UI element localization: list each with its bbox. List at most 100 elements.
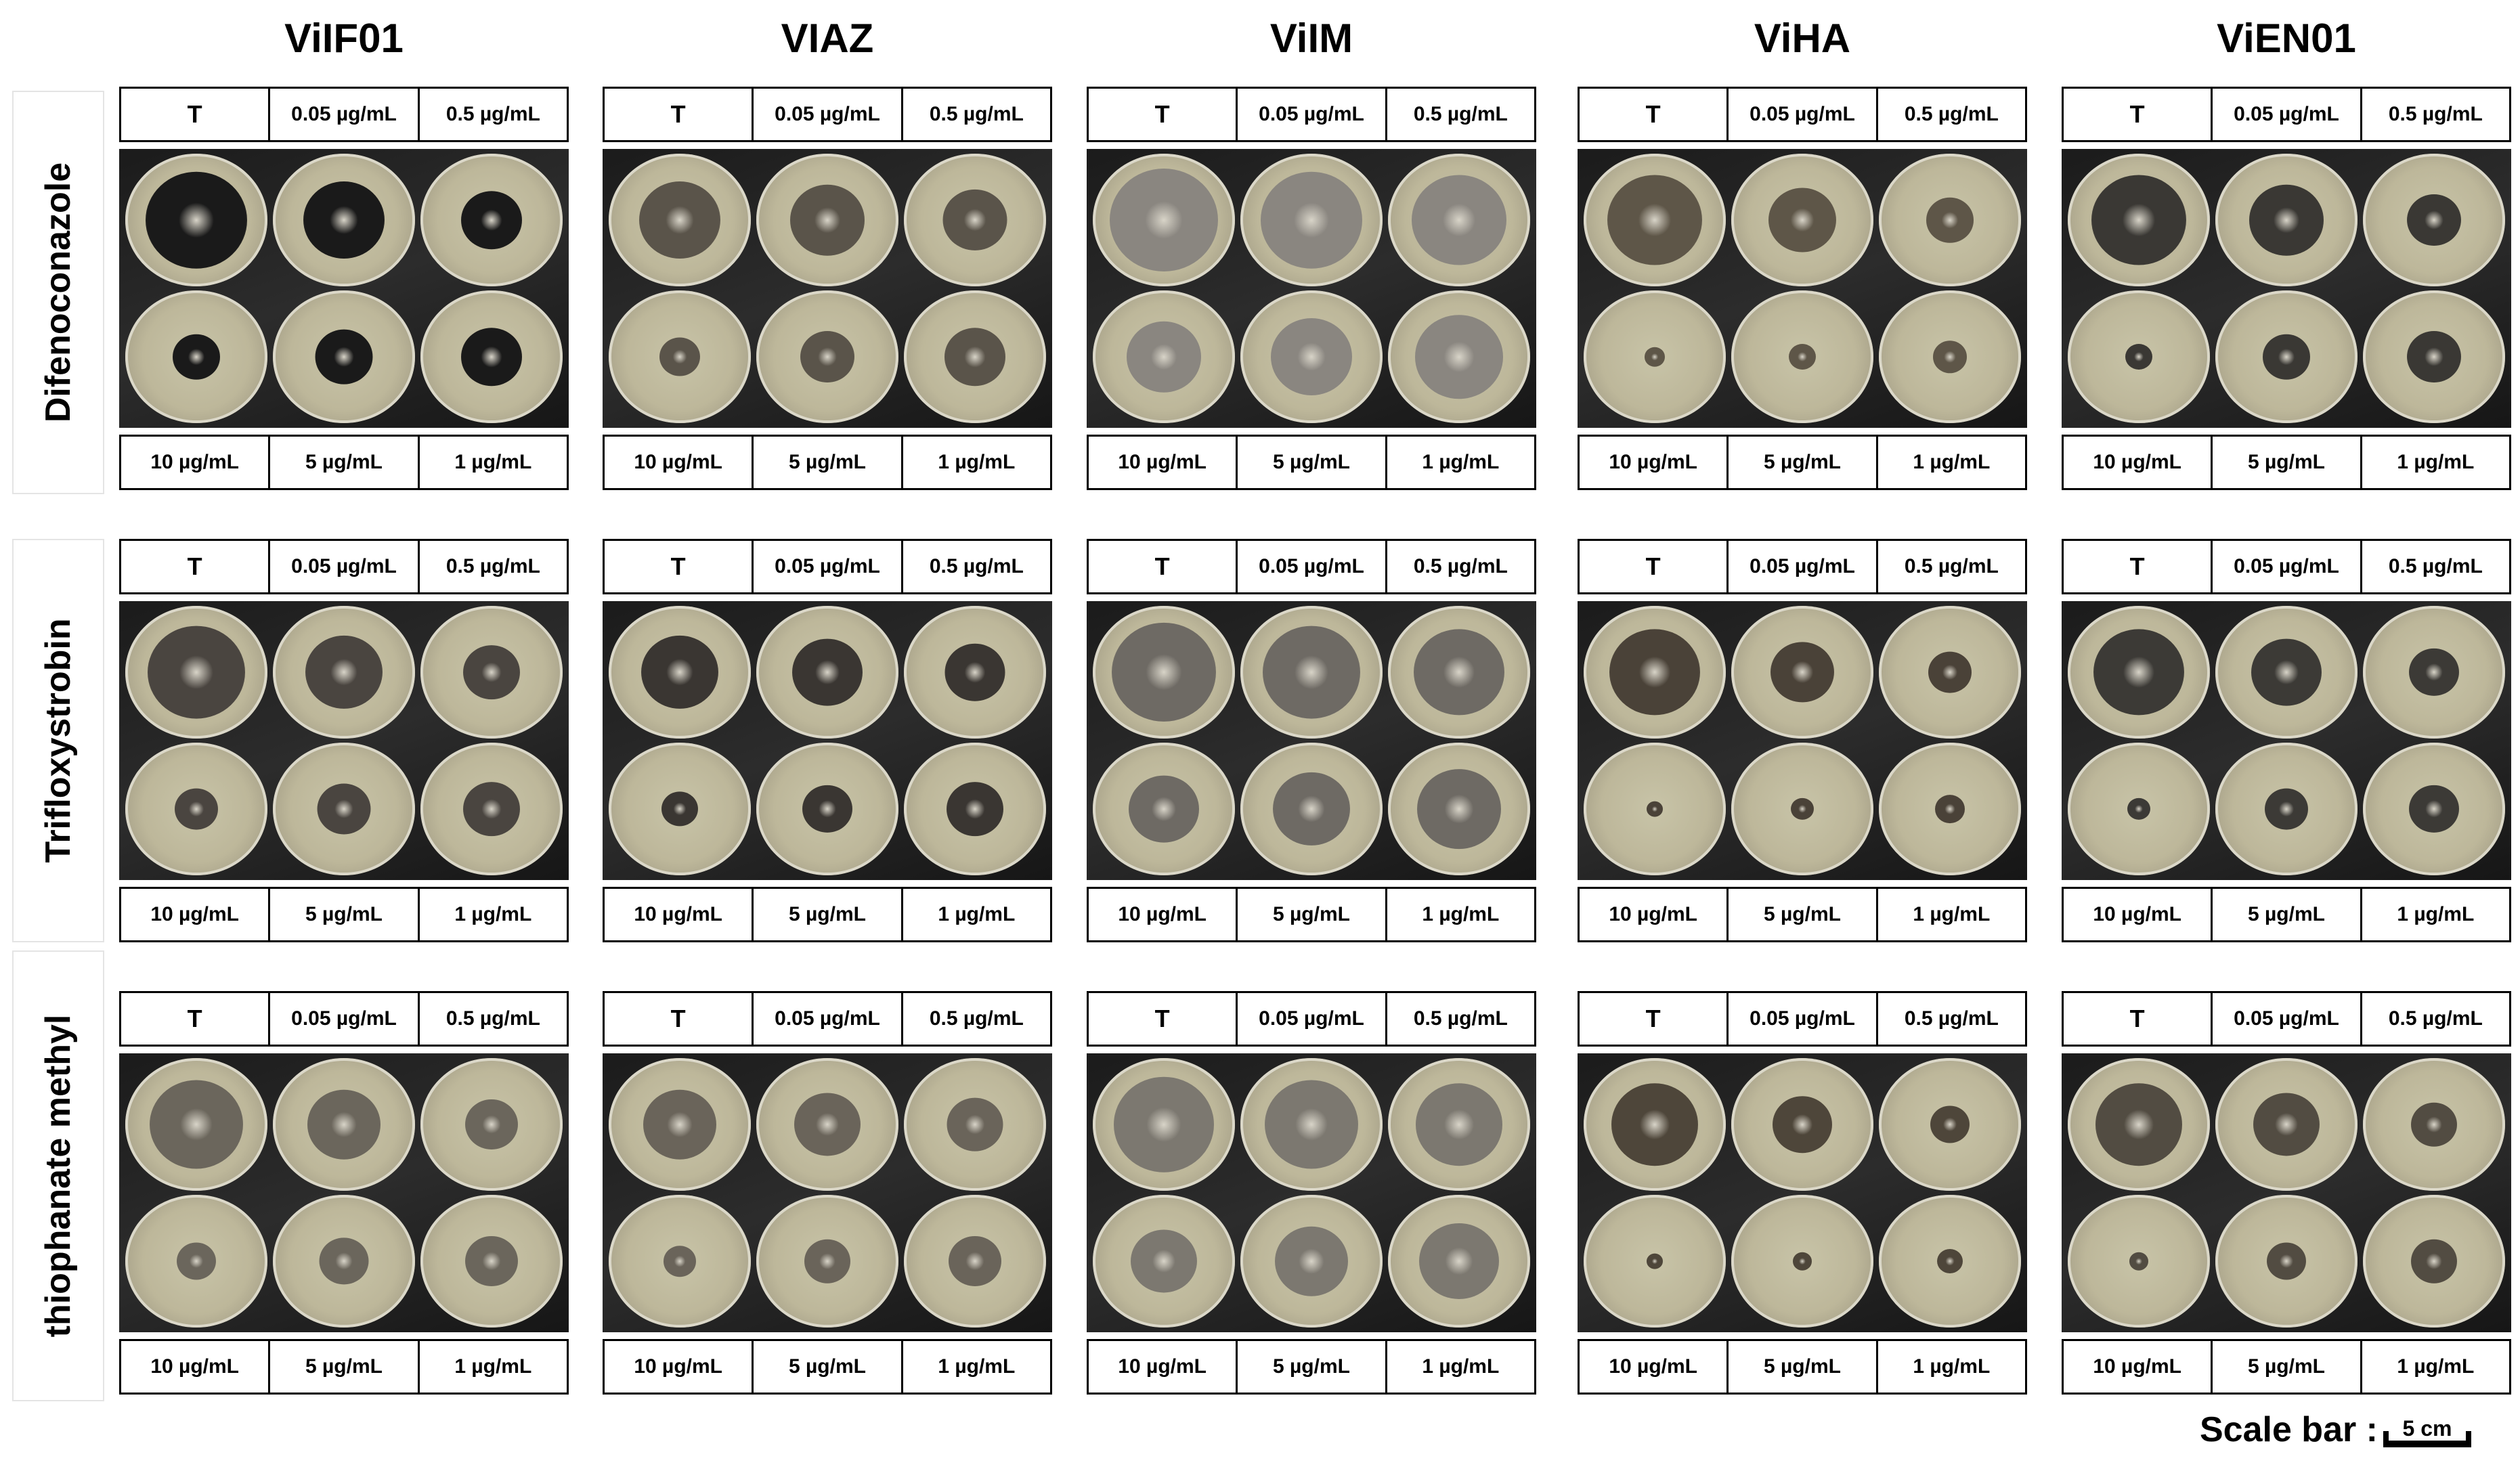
plate-panel: T 0.05 µg/mL 0.5 µg/mL 10 µg/mL 5 µg/mL 1 µg/…	[2062, 991, 2511, 1395]
fungal-colony	[1647, 801, 1663, 817]
petri-dish	[1584, 743, 1726, 875]
scale-bar-line	[2387, 1441, 2467, 1447]
petri-dish	[609, 290, 751, 423]
fungal-colony	[947, 782, 1003, 836]
petri-dish	[1879, 1058, 2021, 1191]
petri-dish	[2215, 743, 2358, 875]
petri-dish	[1093, 743, 1235, 875]
concentration-label: 0.05 µg/mL	[2211, 87, 2362, 142]
scale-bar-left-tick	[2383, 1431, 2389, 1447]
control-label: T	[1087, 991, 1238, 1047]
fungal-colony	[1275, 1226, 1348, 1296]
petri-dish	[125, 1195, 267, 1328]
fungal-colony	[1793, 1252, 1812, 1271]
concentration-label: 0.05 µg/mL	[1236, 991, 1387, 1047]
fungal-colony	[303, 181, 385, 259]
control-label: T	[603, 991, 754, 1047]
concentration-label: 1 µg/mL	[1385, 887, 1536, 942]
petri-dish-photo	[1087, 601, 1536, 880]
fungal-colony	[2127, 797, 2150, 820]
fungicide-label: thiophanate methyl	[39, 1014, 78, 1338]
concentration-footer: 10 µg/mL 5 µg/mL 1 µg/mL	[2062, 1339, 2511, 1395]
concentration-header: T 0.05 µg/mL 0.5 µg/mL	[2062, 87, 2511, 142]
petri-dish	[1584, 1195, 1726, 1328]
control-label: T	[603, 87, 754, 142]
concentration-label: 10 µg/mL	[1087, 1339, 1238, 1395]
petri-dish	[1879, 743, 2021, 875]
concentration-label: 0.5 µg/mL	[900, 539, 1052, 594]
fungicide-label-box: thiophanate methyl	[12, 950, 104, 1401]
plate-panel: T 0.05 µg/mL 0.5 µg/mL 10 µg/mL 5 µg/mL 1 µg/…	[1578, 991, 2027, 1395]
fungal-colony	[315, 329, 373, 385]
petri-dish	[1879, 606, 2021, 739]
plate-panel: T 0.05 µg/mL 0.5 µg/mL 10 µg/mL 5 µg/mL 1 µg/…	[603, 539, 1052, 942]
petri-dish	[904, 154, 1046, 286]
petri-dish	[904, 606, 1046, 739]
concentration-label: 1 µg/mL	[1875, 1339, 2027, 1395]
control-label: T	[119, 87, 271, 142]
petri-dish-photo	[603, 601, 1052, 880]
plate-panel: T 0.05 µg/mL 0.5 µg/mL 10 µg/mL 5 µg/mL 1 µg/…	[2062, 87, 2511, 490]
petri-dish	[2068, 606, 2210, 739]
concentration-label: 5 µg/mL	[1236, 1339, 1387, 1395]
fungal-colony	[307, 1089, 381, 1160]
petri-dish	[904, 743, 1046, 875]
fungal-colony	[1110, 169, 1218, 271]
plate-panel: T 0.05 µg/mL 0.5 µg/mL 10 µg/mL 5 µg/mL 1 µg/…	[1087, 991, 1536, 1395]
petri-dish	[273, 290, 415, 423]
fungal-colony	[643, 1089, 716, 1160]
fungal-colony	[2265, 788, 2308, 830]
petri-dish	[2215, 1195, 2358, 1328]
fungicide-label-box: Trifloxystrobin	[12, 539, 104, 942]
concentration-header: T 0.05 µg/mL 0.5 µg/mL	[119, 539, 569, 594]
fungal-colony	[1265, 1080, 1358, 1169]
concentration-label: 5 µg/mL	[2211, 1339, 2362, 1395]
fungal-colony	[1263, 626, 1360, 719]
fungal-colony	[792, 638, 863, 706]
petri-dish	[1240, 1058, 1383, 1191]
plate-panel: T 0.05 µg/mL 0.5 µg/mL 10 µg/mL 5 µg/mL 1 µg/…	[1578, 539, 2027, 942]
plate-panel: T 0.05 µg/mL 0.5 µg/mL 10 µg/mL 5 µg/mL 1 µg/…	[119, 991, 569, 1395]
concentration-label: 5 µg/mL	[752, 1339, 903, 1395]
concentration-label: 10 µg/mL	[2062, 1339, 2213, 1395]
petri-dish	[273, 1195, 415, 1328]
petri-dish	[609, 743, 751, 875]
petri-dish	[756, 606, 898, 739]
concentration-label: 10 µg/mL	[119, 435, 271, 490]
fungal-colony	[173, 334, 220, 380]
fungal-colony	[1930, 1105, 1970, 1143]
petri-dish	[1584, 606, 1726, 739]
concentration-label: 10 µg/mL	[1087, 435, 1238, 490]
control-label: T	[2062, 991, 2213, 1047]
petri-dish	[1240, 1195, 1383, 1328]
fungal-colony	[942, 189, 1007, 251]
fungal-colony	[319, 1237, 369, 1285]
concentration-label: 0.5 µg/mL	[2360, 539, 2511, 594]
concentration-label: 0.5 µg/mL	[417, 991, 569, 1047]
fungal-colony	[1127, 321, 1201, 393]
concentration-header: T 0.05 µg/mL 0.5 µg/mL	[2062, 991, 2511, 1047]
fungal-colony	[641, 635, 718, 709]
petri-dish	[1731, 1195, 1873, 1328]
strain-title: ViIF01	[284, 16, 404, 61]
concentration-label: 5 µg/mL	[268, 1339, 420, 1395]
concentration-footer: 10 µg/mL 5 µg/mL 1 µg/mL	[603, 887, 1052, 942]
concentration-label: 1 µg/mL	[900, 887, 1052, 942]
concentration-label: 5 µg/mL	[752, 887, 903, 942]
concentration-label: 5 µg/mL	[1236, 887, 1387, 942]
concentration-label: 10 µg/mL	[1578, 1339, 1729, 1395]
concentration-label: 0.5 µg/mL	[1385, 87, 1536, 142]
concentration-label: 10 µg/mL	[119, 887, 271, 942]
concentration-label: 10 µg/mL	[2062, 887, 2213, 942]
petri-dish	[420, 1195, 563, 1328]
plate-panel: T 0.05 µg/mL 0.5 µg/mL 10 µg/mL 5 µg/mL 1 µg/…	[603, 991, 1052, 1395]
fungal-colony	[1261, 171, 1362, 269]
fungal-colony	[1114, 1076, 1214, 1172]
concentration-label: 0.5 µg/mL	[2360, 87, 2511, 142]
fungal-colony	[802, 785, 852, 833]
scale-bar-label: Scale bar :	[2199, 1410, 2378, 1449]
strain-title: VIAZ	[781, 16, 874, 61]
petri-dish	[1879, 1195, 2021, 1328]
fungal-colony	[1768, 188, 1836, 253]
concentration-label: 10 µg/mL	[119, 1339, 271, 1395]
